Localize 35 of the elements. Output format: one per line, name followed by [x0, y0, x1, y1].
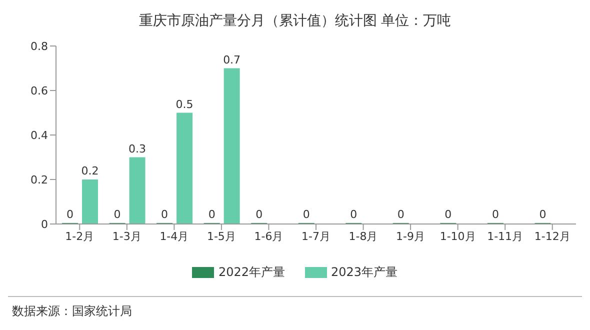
data-label: 0	[302, 208, 310, 221]
data-label: 0.7	[223, 53, 241, 66]
y-tick-label: 0.6	[30, 84, 48, 98]
data-label: 0	[397, 208, 404, 221]
y-tick-label: 0.2	[30, 173, 48, 186]
data-label: 0	[66, 208, 74, 221]
x-tick-label: 1-4月	[160, 230, 189, 243]
x-tick-label: 1-2月	[65, 230, 94, 243]
source-note: 数据来源：国家统计局	[12, 304, 132, 318]
legend-label: 2022年产量	[217, 264, 285, 281]
data-label: 0	[114, 208, 121, 221]
y-tick-label: 0	[41, 218, 48, 231]
x-tick-label: 1-6月	[254, 230, 284, 243]
data-label: 0	[161, 208, 168, 221]
data-label: 0.5	[176, 98, 194, 111]
x-tick-label: 1-10月	[440, 230, 476, 243]
data-label: 0.3	[128, 142, 146, 156]
chart-title: 重庆市原油产量分月（累计值）统计图 单位：万吨	[138, 12, 452, 31]
y-tick-label: 0.8	[30, 40, 48, 53]
legend-label: 2023年产量	[330, 264, 398, 281]
y-tick-label: 0.4	[30, 128, 48, 142]
x-tick-label: 1-3月	[112, 230, 142, 243]
x-tick-label: 1-9月	[396, 230, 426, 243]
data-label: 0.2	[81, 164, 99, 178]
x-tick-label: 1-5月	[206, 230, 236, 243]
data-label: 0	[539, 208, 546, 221]
data-label: 0	[208, 208, 216, 221]
x-tick-label: 1-11月	[487, 230, 524, 243]
data-label: 0	[492, 208, 499, 221]
data-label: 0	[350, 208, 358, 221]
data-label: 0	[444, 208, 452, 221]
data-label: 0	[256, 208, 263, 221]
x-tick-label: 1-7月	[302, 230, 330, 243]
x-tick-label: 1-12月	[534, 230, 570, 243]
x-tick-label: 1-8月	[348, 230, 378, 243]
